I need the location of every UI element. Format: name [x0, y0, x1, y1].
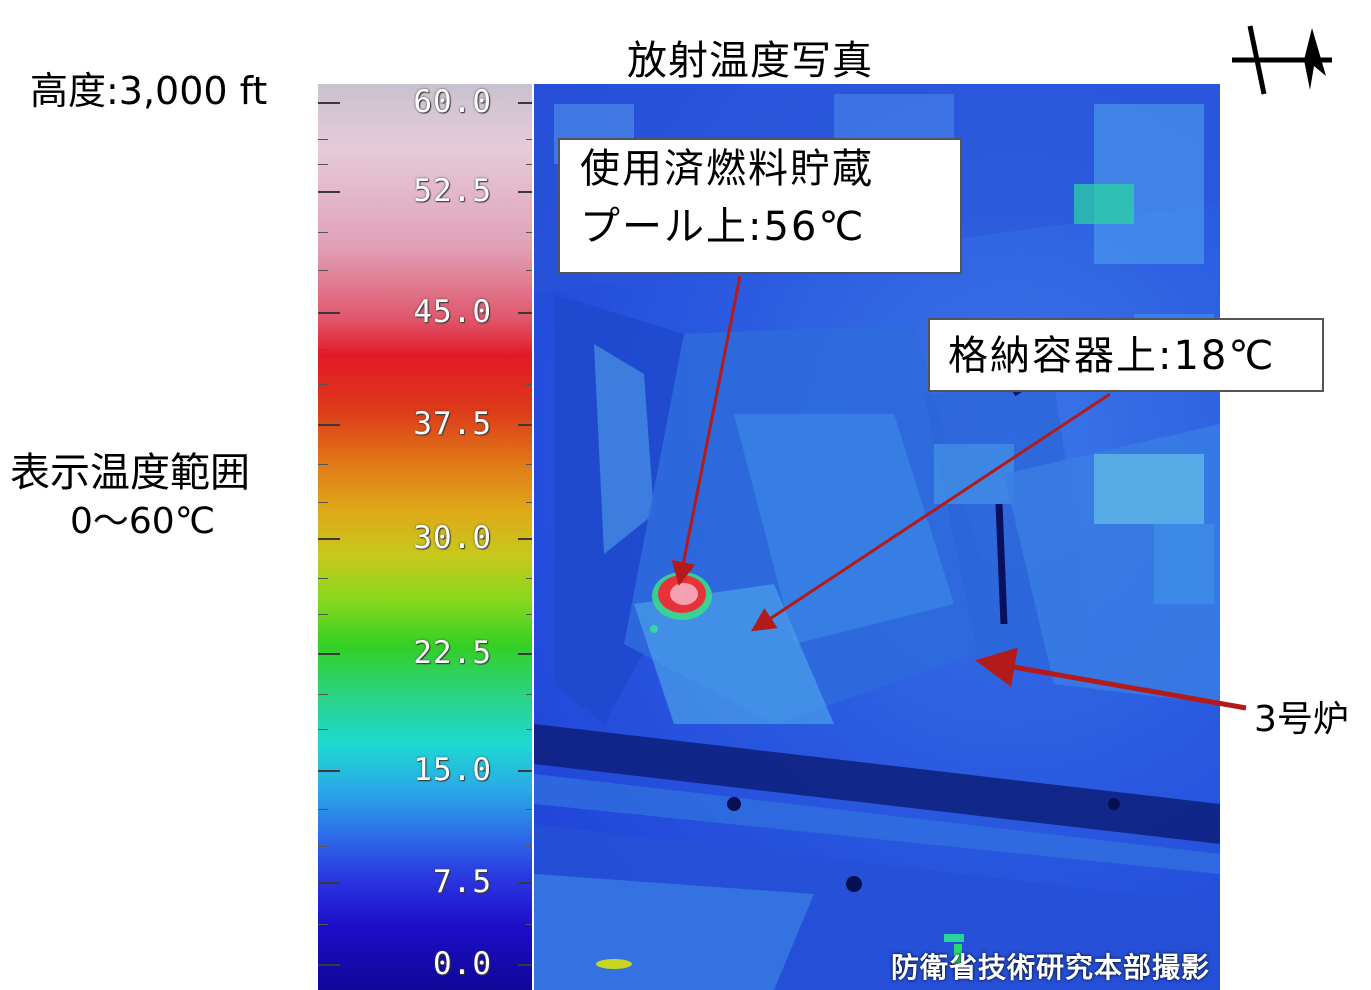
scale-label-37-5: 37.5 [413, 406, 492, 442]
scale-label-7-5: 7.5 [433, 864, 492, 900]
scale-label-45: 45.0 [413, 294, 492, 330]
display-range-value: 0〜60℃ [70, 501, 216, 542]
spent-fuel-pool-callout: 使用済燃料貯蔵 プール上:56℃ [558, 138, 962, 274]
scale-label-52-5: 52.5 [413, 173, 492, 209]
photo-credit: 防衛省技術研究本部撮影 [890, 951, 1210, 984]
scale-label-60: 60.0 [413, 84, 492, 120]
scale-label-22-5: 22.5 [413, 635, 492, 671]
north-arrow-icon [1232, 25, 1332, 95]
page-title: 放射温度写真 [627, 38, 873, 84]
containment-vessel-callout: 格納容器上:18℃ [928, 318, 1324, 392]
spent-fuel-pool-line1: 使用済燃料貯蔵 [580, 146, 874, 192]
scale-label-15: 15.0 [413, 752, 492, 788]
altitude-label: 高度:3,000 ft [30, 69, 268, 113]
display-range-label: 表示温度範囲 [10, 450, 250, 496]
reactor-unit-label: 3号炉 [1254, 699, 1349, 740]
scale-label-30: 30.0 [413, 520, 492, 556]
temperature-color-scale: 60.0 52.5 45.0 37.5 30.0 22.5 15.0 7.5 0… [318, 84, 532, 990]
spent-fuel-pool-line2: プール上:56℃ [580, 204, 866, 250]
scale-label-0: 0.0 [433, 946, 492, 982]
